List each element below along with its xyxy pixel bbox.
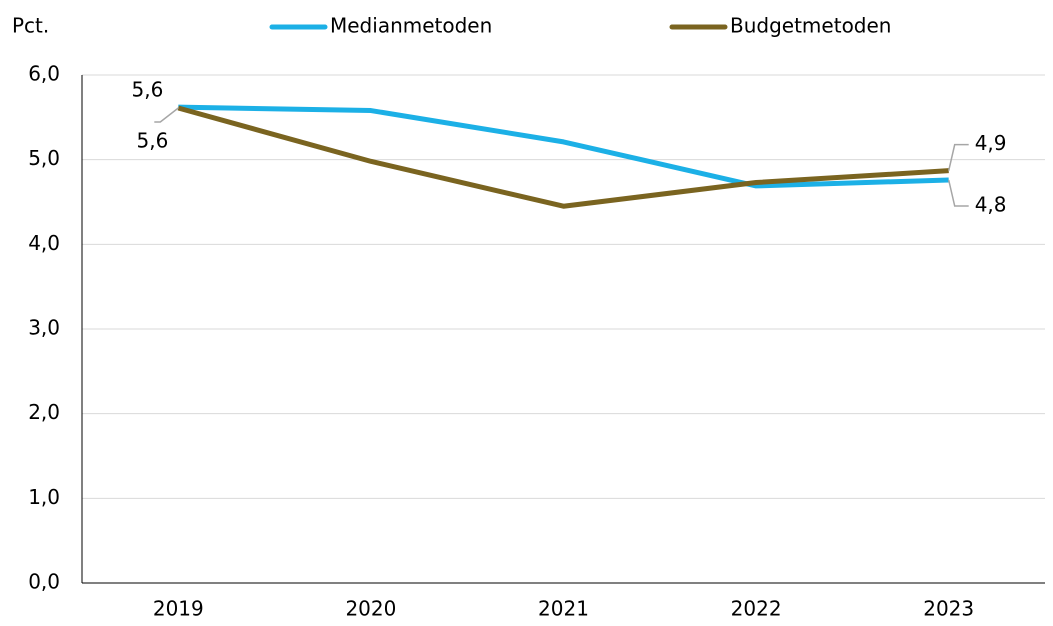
- legend-label: Medianmetoden: [330, 14, 492, 38]
- x-tick-label: 2020: [345, 597, 396, 621]
- y-tick-label: 5,0: [28, 146, 60, 170]
- data-label: 5,6: [136, 129, 168, 153]
- y-tick-label: 6,0: [28, 62, 60, 86]
- data-label: 4,9: [975, 131, 1007, 155]
- y-tick-label: 1,0: [28, 485, 60, 509]
- x-tick-label: 2022: [731, 597, 782, 621]
- x-tick-label: 2021: [538, 597, 589, 621]
- y-tick-label: 3,0: [28, 316, 60, 340]
- series-line: [178, 104, 949, 189]
- y-tick-label: 4,0: [28, 231, 60, 255]
- series-line: [177, 105, 949, 209]
- leader-line: [154, 107, 179, 123]
- y-axis-label: Pct.: [12, 14, 49, 38]
- legend-label: Budgetmetoden: [730, 14, 891, 38]
- data-label: 5,6: [131, 78, 163, 102]
- y-tick-label: 2,0: [28, 400, 60, 424]
- x-tick-label: 2019: [153, 597, 204, 621]
- x-tick-label: 2023: [923, 597, 974, 621]
- y-tick-label: 0,0: [28, 570, 60, 594]
- leader-line: [947, 143, 969, 171]
- data-label: 4,8: [975, 192, 1007, 216]
- leader-line: [947, 179, 969, 207]
